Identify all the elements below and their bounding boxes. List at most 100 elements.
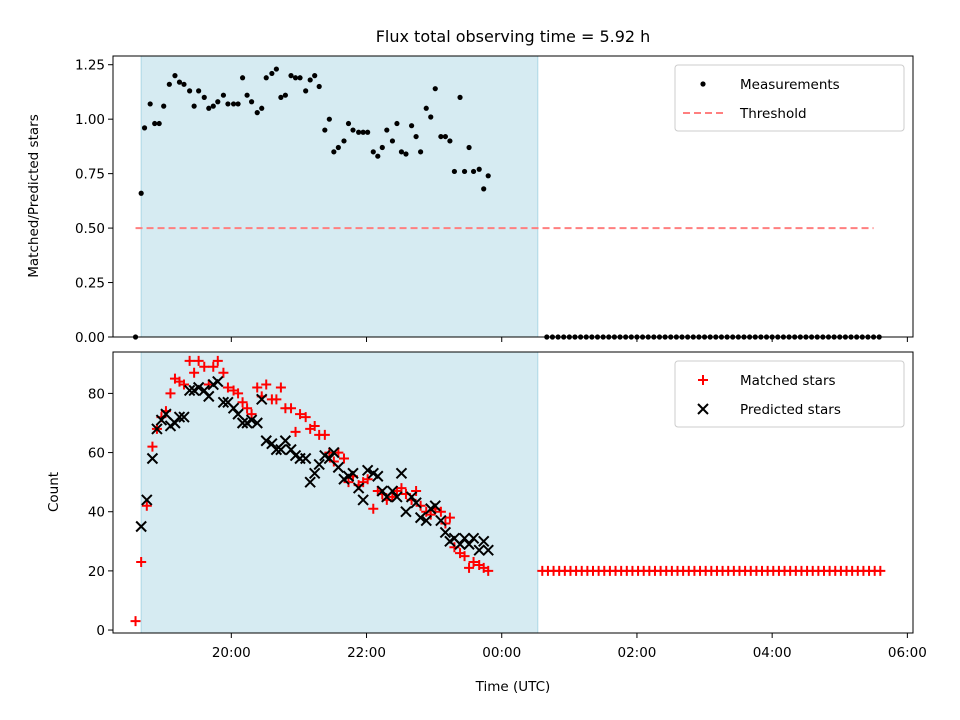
measurement-point [303,88,309,94]
matched-star-point [212,355,223,366]
matched-star-point [199,361,210,372]
predicted-star-point [256,393,268,406]
measurement-point [447,138,453,144]
matched-star-point [338,453,349,464]
measurement-point [451,168,458,175]
predicted-star-point [357,494,369,506]
measurement-point [206,105,212,111]
predicted-star-point [467,532,480,545]
measurement-point [432,86,438,92]
predicted-star-point [347,467,359,479]
ratio-legend-box [674,64,905,132]
matched-star-point [444,512,455,523]
predicted-star-point [304,476,316,488]
measurement-point [156,120,162,127]
ratio-y-tick-label: 1.25 [75,58,105,74]
predicted-star-point [251,417,263,429]
matched-star-point [425,509,436,520]
measurement-point [292,75,299,81]
measurement-point [166,81,172,87]
measurement-point [438,133,444,140]
predicted-star-point [477,535,490,548]
predicted-star-point [183,384,196,397]
predicted-star-point [420,514,432,527]
measurement-point [172,73,178,79]
measurement-point [442,133,448,140]
matched-star-point [184,355,195,366]
count-y-tick-label: 40 [88,505,105,521]
predicted-star-point [400,506,412,518]
count-legend: Matched stars Predicted stars [674,360,905,428]
measurement-point [196,88,202,94]
matched-star-point [411,486,422,497]
predicted-star-point [410,497,422,509]
measurement-point [210,103,216,109]
measurement-point [273,66,279,72]
predicted-star-point [212,375,224,388]
measurement-point [335,144,341,151]
predicted-star-point [270,443,283,456]
matched-star-point [261,379,272,390]
matched-star-point [178,379,189,390]
matched-star-point [459,551,470,562]
matched-star-point [237,397,248,408]
matched-star-point [208,361,219,372]
predicted-star-point [395,467,408,479]
legend-measurements-marker [700,81,706,87]
predicted-star-point [236,417,249,429]
ratio-axes-frame [112,55,914,338]
predicted-star-point [372,470,384,482]
matched-star-point [246,409,257,420]
measurement-point [413,133,419,140]
measurement-point [370,149,376,155]
measurement-point [408,123,415,129]
matched-star-point [362,474,373,485]
count-x-tick-label: 22:00 [347,645,386,661]
count-y-tick-label: 80 [88,386,105,402]
legend-label-1: Threshold [739,106,807,122]
predicted-star-point [151,423,163,435]
predicted-star-point [313,458,325,471]
matched-star-point [415,500,426,511]
measurement-point [297,75,303,81]
matched-star-point [165,388,176,399]
predicted-star-point [308,467,321,479]
measurement-point [316,83,322,90]
count-y-tick-label: 60 [88,446,105,462]
measurement-point [418,149,424,155]
count-y-axis-label: Count [46,472,62,512]
predicted-star-point [429,500,441,512]
measurement-point [331,149,337,155]
predicted-star-point [414,511,427,524]
predicted-star-point [135,520,147,533]
measurement-point [428,114,434,120]
measurement-point [181,81,187,87]
count-legend-box [674,360,905,428]
predicted-star-point [361,464,374,477]
predicted-star-point [352,482,365,494]
predicted-star-point [391,491,403,503]
measurement-point [461,168,468,175]
legend-matched-marker [698,375,708,385]
count-x-tick-label: 20:00 [212,645,251,661]
predicted-star-point [173,411,186,423]
matched-star-point [295,409,306,420]
ratio-y-tick-label: 0.25 [75,276,105,292]
measurement-point [141,125,148,131]
predicted-star-point [217,396,230,408]
matched-star-point [875,565,886,576]
measurement-point [470,168,477,175]
matched-star-point [141,500,152,511]
matched-star-point [189,367,200,378]
matched-star-point [233,388,244,399]
predicted-star-point [232,408,244,420]
matched-star-point [271,394,282,405]
measurement-point [398,149,405,155]
matched-star-point [222,382,233,393]
matched-star-point [218,367,229,378]
measurement-point [485,173,491,179]
measurement-point [288,73,294,79]
measurement-point [481,186,487,192]
count-x-tick-label: 06:00 [888,645,927,661]
